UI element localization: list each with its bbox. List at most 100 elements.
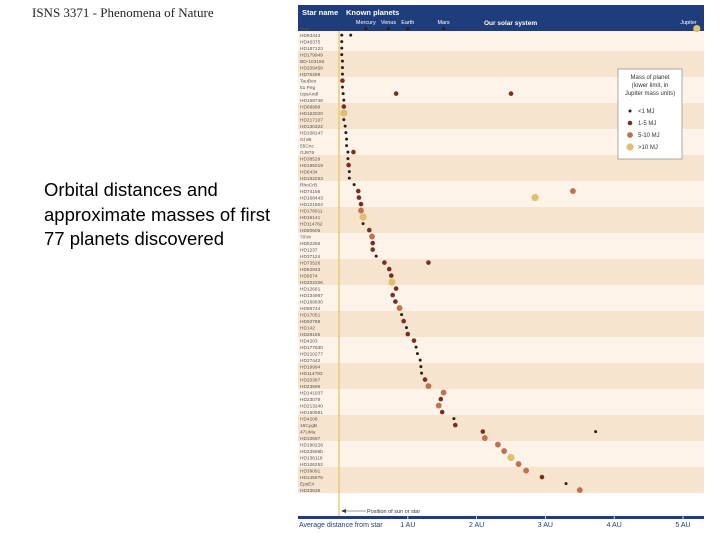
star-label: HD168746: [300, 98, 323, 104]
planet-point: [481, 435, 488, 441]
planet-point: [340, 40, 344, 44]
star-label: HD121504: [300, 202, 323, 208]
star-label: HD4203: [300, 338, 318, 344]
planets-chart: Star name Known planets Our solar system…: [298, 5, 704, 529]
planet-point: [343, 124, 347, 128]
planet-point: [340, 33, 344, 37]
slide-caption: Orbital distances and approximate masses…: [44, 179, 271, 249]
planet-point: [508, 91, 514, 96]
planet-point: [347, 170, 351, 174]
row-band: [298, 285, 704, 311]
star-label: HD19994: [300, 364, 321, 370]
planet-point: [480, 429, 486, 434]
star-label: HD38529: [300, 156, 321, 162]
row-band: [298, 441, 704, 467]
header-our-solar-system: Our solar system: [484, 20, 537, 27]
planet-point: [342, 118, 346, 122]
planet-point: [370, 247, 376, 252]
planet-point: [393, 286, 399, 291]
star-label: HD213240: [300, 403, 323, 409]
planet-point: [342, 98, 346, 102]
planet-point: [415, 352, 419, 356]
star-label: 47UMa: [300, 429, 316, 435]
planet-point: [386, 266, 392, 272]
star-label: BD-103166: [300, 59, 325, 65]
legend-entries: <1 MJ 1-5 MJ 5-10 MJ >10 MJ: [626, 109, 660, 151]
legend-swatch: [627, 132, 633, 138]
star-label: HD187123: [300, 46, 323, 52]
planet-point: [523, 467, 530, 474]
row-band: [298, 259, 704, 285]
x-axis-label: Average distance from star: [299, 522, 383, 529]
star-label: HD74156: [300, 189, 321, 195]
planet-point: [419, 365, 423, 369]
legend-label: 1-5 MJ: [638, 121, 656, 127]
x-axis-bar: [298, 516, 704, 519]
planet-point: [452, 417, 456, 421]
planet-point: [426, 260, 431, 265]
star-label: HD8574: [300, 273, 318, 279]
x-tick-label: 5 AU: [675, 522, 690, 529]
planet-point: [594, 430, 598, 434]
planet-point: [340, 72, 344, 76]
planet-point: [495, 441, 501, 448]
planet-point: [400, 313, 404, 317]
planet-point: [404, 326, 408, 330]
legend-label: 5-10 MJ: [638, 133, 660, 139]
planet-point: [401, 318, 406, 324]
planet-point: [435, 402, 442, 409]
planet-point: [425, 383, 432, 389]
planet-point: [346, 157, 350, 161]
star-label: HD142: [300, 325, 315, 331]
planet-point: [364, 27, 368, 31]
star-label: HD145675: [300, 475, 323, 481]
header-known-planets: Known planets: [346, 8, 399, 17]
x-tick-label: 3 AU: [538, 522, 553, 529]
planet-point: [358, 207, 364, 214]
planet-point: [340, 78, 345, 83]
star-label: HD168443: [300, 195, 323, 201]
planet-point: [366, 227, 372, 233]
chart-header-bar: [298, 5, 704, 31]
star-label: 55Cnc: [300, 143, 314, 149]
star-label: HD114783: [300, 371, 323, 377]
planet-name-mercury: Mercury: [356, 20, 376, 26]
star-label: HD202206: [300, 280, 323, 286]
planet-point: [349, 33, 353, 37]
star-label: 16CygB: [300, 423, 317, 429]
star-label: HD210277: [300, 351, 323, 357]
star-label: HD68988: [300, 104, 321, 110]
planet-point: [531, 193, 539, 202]
star-label: HD20367: [300, 377, 321, 383]
legend-label: <1 MJ: [638, 109, 655, 115]
solar-system-labels: Mercury Venus Earth Mars Jupiter: [356, 20, 697, 26]
star-label: HD190228: [300, 442, 323, 448]
star-label: HD39091: [300, 468, 321, 474]
star-label: HD130322: [300, 124, 323, 130]
star-label: HD141937: [300, 390, 323, 396]
star-label: HD134987: [300, 293, 323, 299]
planet-point: [351, 149, 356, 155]
star-label: HD27442: [300, 358, 321, 364]
planet-point: [452, 422, 458, 428]
star-label: HD6434: [300, 169, 318, 175]
star-label: HD75289: [300, 72, 321, 78]
planet-point: [390, 292, 395, 298]
row-band: [298, 155, 704, 181]
star-label: HD83443: [300, 33, 321, 39]
star-label: RhoCrB: [300, 182, 317, 188]
star-label: HD1237: [300, 247, 318, 253]
star-label: HD89744: [300, 306, 321, 312]
star-label: HD178911: [300, 208, 323, 214]
star-label: HD92788: [300, 319, 321, 325]
planet-point: [344, 131, 348, 135]
planet-point: [570, 188, 576, 194]
x-tick-label: 1 AU: [400, 522, 415, 529]
star-label: HD162020: [300, 111, 323, 117]
star-label: HD80606: [300, 228, 321, 234]
star-label: HD28185: [300, 332, 321, 338]
row-band: [298, 363, 704, 389]
star-label: HD23596b: [300, 449, 323, 455]
mass-legend: Mass of planet (lower limit, in Jupiter …: [617, 68, 683, 160]
planet-point: [355, 188, 361, 194]
